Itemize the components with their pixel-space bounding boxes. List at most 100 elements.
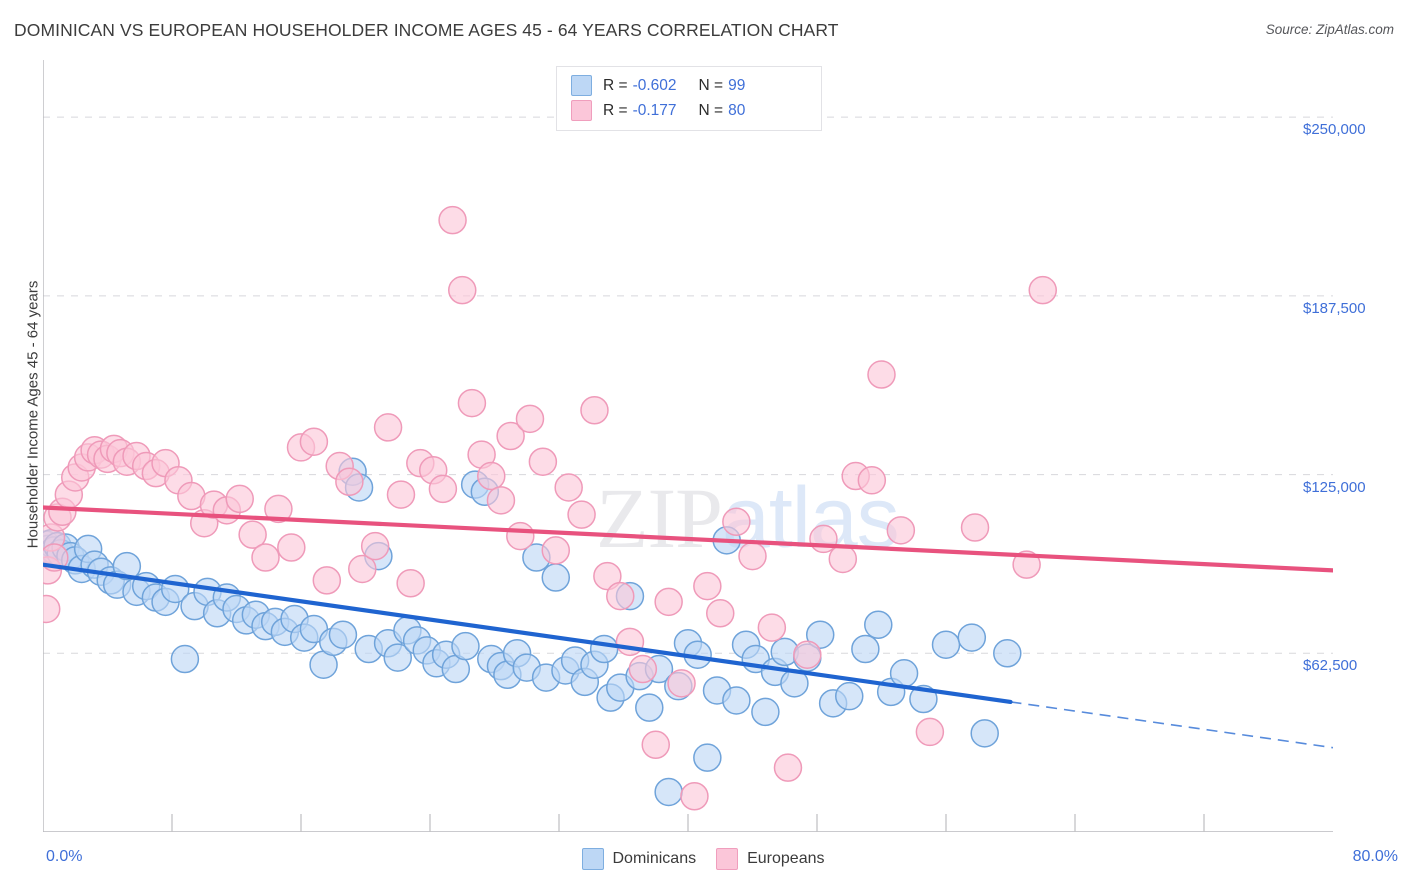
y-axis-tick-label: $125,000 xyxy=(1303,478,1366,496)
data-point[interactable] xyxy=(851,634,880,664)
data-point[interactable] xyxy=(886,516,916,545)
data-point[interactable] xyxy=(225,484,254,514)
data-point[interactable] xyxy=(238,520,267,549)
data-point[interactable] xyxy=(793,640,822,669)
data-point[interactable] xyxy=(628,654,658,684)
data-point[interactable] xyxy=(593,561,622,591)
data-point[interactable] xyxy=(635,693,664,722)
data-point[interactable] xyxy=(451,631,480,661)
trend-line-dominicans xyxy=(43,562,1013,705)
data-point[interactable] xyxy=(335,467,364,496)
stats-row-dominicans: R = -0.602 N = 99 xyxy=(571,73,811,98)
stats-n-value-europeans: 80 xyxy=(728,101,746,119)
data-point[interactable] xyxy=(864,610,893,639)
data-point[interactable] xyxy=(722,686,751,715)
legend-swatch-europeans xyxy=(716,848,739,870)
data-point[interactable] xyxy=(751,697,780,727)
data-point[interactable] xyxy=(496,421,525,451)
data-point[interactable] xyxy=(773,753,803,782)
data-point[interactable] xyxy=(486,486,516,515)
data-point[interactable] xyxy=(438,205,467,235)
data-point[interactable] xyxy=(383,643,412,672)
data-point[interactable] xyxy=(277,533,306,562)
data-point[interactable] xyxy=(515,404,545,434)
data-point[interactable] xyxy=(554,473,583,502)
data-point[interactable] xyxy=(541,536,571,565)
stats-n-value-dominicans: 99 xyxy=(728,76,746,94)
series-legend: Dominicans Europeans xyxy=(0,848,1406,870)
page-title: DOMINICAN VS EUROPEAN HOUSEHOLDER INCOME… xyxy=(14,20,839,40)
data-point[interactable] xyxy=(428,474,458,504)
data-point[interactable] xyxy=(448,275,477,305)
data-point[interactable] xyxy=(589,634,619,664)
data-point[interactable] xyxy=(580,396,609,425)
data-point[interactable] xyxy=(993,639,1022,668)
data-point[interactable] xyxy=(251,543,280,572)
data-point[interactable] xyxy=(373,413,403,442)
correlation-stats-box: R = -0.602 N = 99 R = -0.177 N = 80 xyxy=(556,66,822,131)
data-point[interactable] xyxy=(867,360,896,389)
data-point[interactable] xyxy=(360,531,390,561)
data-point[interactable] xyxy=(170,644,200,674)
data-point[interactable] xyxy=(1028,275,1057,305)
data-point[interactable] xyxy=(828,544,858,574)
data-point[interactable] xyxy=(606,581,635,611)
data-point[interactable] xyxy=(328,620,358,649)
data-point[interactable] xyxy=(857,466,887,495)
stats-r-label-europeans: R = xyxy=(603,101,628,119)
stats-swatch-dominicans xyxy=(571,75,592,96)
data-point[interactable] xyxy=(889,659,919,688)
data-point[interactable] xyxy=(506,521,535,551)
data-point[interactable] xyxy=(477,461,506,491)
stats-r-value-dominicans: -0.602 xyxy=(632,76,677,94)
data-point[interactable] xyxy=(738,541,767,571)
scatter-canvas xyxy=(43,60,1333,832)
data-point[interactable] xyxy=(680,782,709,811)
legend-item-dominicans[interactable]: Dominicans xyxy=(581,848,697,870)
y-axis-title: Householder Income Ages 45 - 64 years xyxy=(24,280,42,549)
data-point[interactable] xyxy=(667,669,696,698)
data-point[interactable] xyxy=(809,524,838,554)
stats-n-label-dominicans: N = xyxy=(698,76,724,94)
data-point[interactable] xyxy=(1012,550,1041,579)
data-point[interactable] xyxy=(957,623,987,652)
data-point[interactable] xyxy=(396,568,425,598)
data-point[interactable] xyxy=(835,681,864,711)
stats-r-label-dominicans: R = xyxy=(603,76,628,94)
plot-area: ZIPatlas xyxy=(43,60,1333,832)
data-point[interactable] xyxy=(805,620,835,649)
data-point[interactable] xyxy=(722,507,751,537)
data-point[interactable] xyxy=(312,566,342,595)
data-point[interactable] xyxy=(348,554,377,584)
data-point[interactable] xyxy=(960,513,990,542)
data-point[interactable] xyxy=(567,500,596,529)
x-axis-tick-label-min: 0.0% xyxy=(46,848,83,865)
data-point[interactable] xyxy=(528,447,558,476)
data-point[interactable] xyxy=(43,594,61,624)
data-point[interactable] xyxy=(654,777,683,807)
source-label: Source: ZipAtlas.com xyxy=(1265,22,1394,37)
data-point[interactable] xyxy=(931,630,961,659)
data-point[interactable] xyxy=(264,494,293,524)
data-point[interactable] xyxy=(970,719,999,748)
data-point[interactable] xyxy=(541,563,571,592)
x-axis-tick-label-max: 80.0% xyxy=(1352,848,1398,865)
data-point[interactable] xyxy=(654,587,683,617)
data-point[interactable] xyxy=(693,743,722,772)
y-axis-tick-label: $250,000 xyxy=(1303,121,1366,139)
data-point[interactable] xyxy=(299,427,329,456)
legend-label-dominicans: Dominicans xyxy=(612,850,697,867)
stats-r-value-europeans: -0.177 xyxy=(632,101,677,119)
legend-item-europeans[interactable]: Europeans xyxy=(716,848,824,870)
data-point[interactable] xyxy=(386,480,416,509)
series-points-europeans xyxy=(43,205,1057,811)
data-point[interactable] xyxy=(693,571,722,601)
stats-row-europeans: R = -0.177 N = 80 xyxy=(571,98,811,123)
data-point[interactable] xyxy=(915,717,945,747)
trend-line-europeans xyxy=(43,505,1333,573)
data-point[interactable] xyxy=(641,730,670,760)
data-point[interactable] xyxy=(757,613,787,642)
data-point[interactable] xyxy=(457,388,487,418)
data-point[interactable] xyxy=(706,599,735,628)
data-point[interactable] xyxy=(112,551,142,581)
